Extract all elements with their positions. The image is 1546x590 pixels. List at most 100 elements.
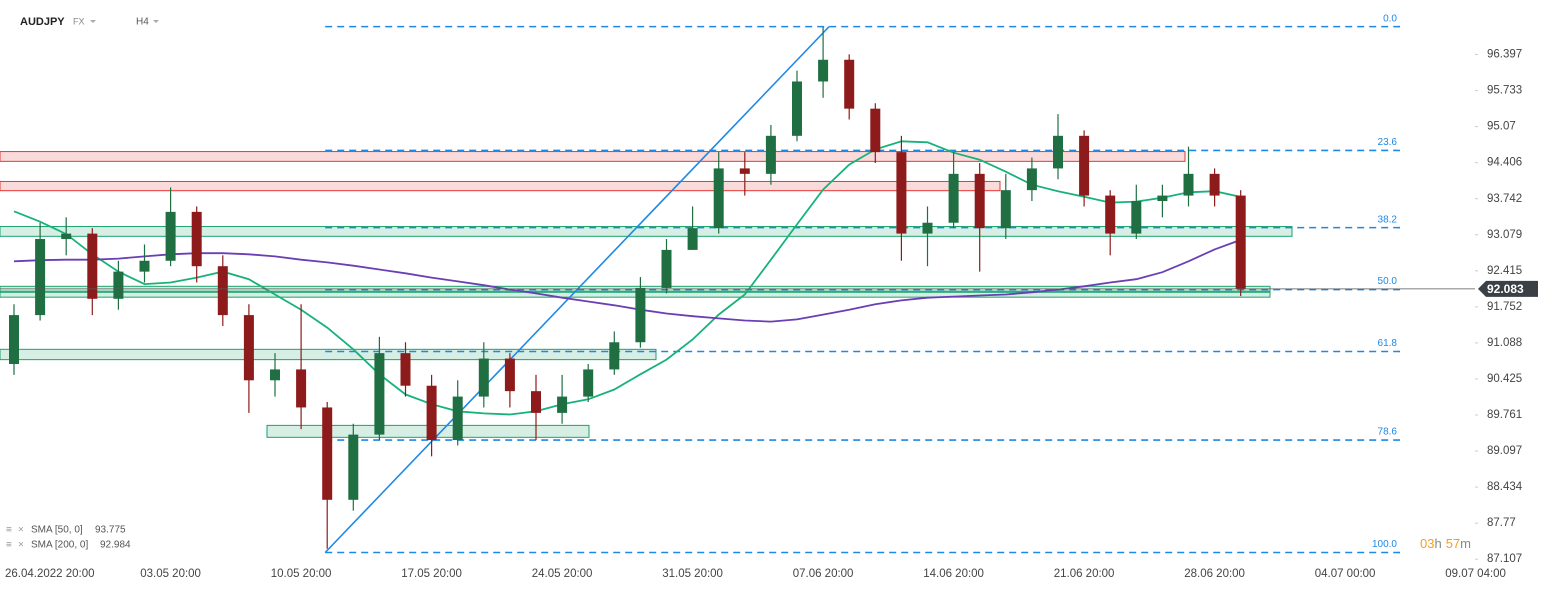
timeframe[interactable]: H4: [136, 17, 149, 28]
candle-body: [478, 358, 489, 397]
legend: ≡ × ≡ × SMA [50, 0] 93.775 SMA [200, 0] 92.…: [6, 525, 131, 551]
countdown-hours: 03: [1420, 536, 1434, 551]
candle-body: [270, 369, 280, 381]
sr-zone: [0, 226, 1293, 237]
fib-label: 0.0: [1383, 13, 1397, 24]
sr-zone: [0, 285, 1271, 293]
candle-body: [583, 369, 594, 397]
sr-zone: [0, 151, 1186, 162]
candle-body: [792, 81, 802, 136]
candle-body: [9, 315, 19, 364]
candle-body: [113, 271, 124, 299]
candle-body: [61, 233, 72, 240]
candle-body: [165, 211, 176, 261]
fib-label: 61.8: [1378, 338, 1398, 349]
candle-body: [348, 434, 359, 500]
candle-body: [1053, 135, 1063, 169]
candle-body: [896, 152, 907, 234]
candle-body: [191, 211, 202, 267]
y-tick-label: 87.107: [1487, 553, 1522, 565]
candle-body: [1026, 168, 1037, 191]
sr-zone: [0, 290, 1271, 298]
axis-layer: 96.397 95.733 95.07 94.406 93.742 93.079 92.41…: [0, 49, 1538, 580]
x-tick-label: 21.06 20:00: [1054, 568, 1115, 580]
candle-body: [609, 342, 620, 370]
y-tick-label: 90.425: [1487, 373, 1522, 385]
candle-body: [739, 168, 750, 174]
y-tick-label: 95.733: [1487, 85, 1522, 97]
x-tick-label: 10.05 20:00: [271, 568, 332, 580]
fib-label: 100.0: [1372, 539, 1397, 550]
legend-value: 92.984: [100, 540, 131, 551]
sr-zone: [0, 180, 1001, 192]
y-tick-label: 95.07: [1487, 121, 1516, 133]
legend-value: 93.775: [95, 525, 126, 536]
candle-body: [139, 260, 150, 272]
fib-label: 23.6: [1378, 137, 1398, 148]
x-tick-label: 14.06 20:00: [923, 568, 984, 580]
y-tick-label: 91.088: [1487, 337, 1522, 349]
fib-label: 38.2: [1378, 214, 1398, 225]
sr-zone: [0, 348, 657, 361]
candle-body: [243, 315, 254, 381]
candle-body: [948, 173, 959, 223]
y-tick-label: 91.752: [1487, 301, 1522, 313]
countdown: 03h 57m: [1420, 536, 1471, 551]
legend-icon[interactable]: ≡: [6, 540, 12, 551]
candle-body: [1131, 201, 1142, 234]
x-tick-label: 26.04.2022 20:00: [5, 568, 95, 580]
y-tick-label: 93.742: [1487, 193, 1522, 205]
candle-body: [870, 108, 881, 153]
candle-body: [1183, 173, 1194, 196]
candle-body: [1079, 135, 1090, 196]
candle-body: [1157, 195, 1168, 202]
candles-layer: [9, 27, 1246, 549]
y-tick-label: 89.761: [1487, 409, 1522, 421]
fib-label: 78.6: [1378, 427, 1398, 438]
candle-body: [452, 396, 463, 441]
legend-label[interactable]: SMA [50, 0]: [31, 525, 83, 536]
candle-body: [661, 249, 672, 288]
legend-icon[interactable]: ≡: [6, 525, 12, 536]
symbol[interactable]: AUDJPY: [20, 16, 65, 28]
zones-layer: [0, 151, 1293, 438]
legend-close[interactable]: ×: [18, 540, 24, 551]
x-tick-label: 24.05 20:00: [532, 568, 593, 580]
x-tick-label: 03.05 20:00: [140, 568, 201, 580]
legend-label[interactable]: SMA [200, 0]: [31, 540, 88, 551]
countdown-unit: m: [1460, 536, 1471, 551]
sma-line: [13, 239, 1242, 323]
y-tick-label: 89.097: [1487, 445, 1522, 457]
dropdown-caret[interactable]: [90, 20, 96, 23]
countdown-minutes: 57: [1446, 536, 1460, 551]
fib-trend: [324, 26, 830, 554]
market[interactable]: FX: [73, 16, 85, 26]
candle-body: [217, 266, 228, 316]
x-tick-label: 09.07 04:00: [1445, 568, 1506, 580]
last-price-label: 92.083: [1487, 282, 1524, 296]
x-tick-label: 31.05 20:00: [662, 568, 723, 580]
y-tick-label: 92.415: [1487, 265, 1522, 277]
candle-body: [35, 239, 46, 316]
dropdown-caret[interactable]: [153, 20, 159, 23]
candle-body: [426, 385, 437, 441]
last-price-box: [1478, 280, 1538, 297]
fib-layer: 0.0 23.6 38.2 50.0 61.8 78.6 100.0: [324, 13, 1400, 554]
y-tick-label: 93.079: [1487, 229, 1522, 241]
candle-body: [531, 391, 541, 413]
candle-body: [296, 369, 307, 408]
legend-close[interactable]: ×: [18, 525, 24, 536]
candle-body: [713, 168, 724, 229]
candle-body: [818, 59, 829, 82]
candle-body: [687, 228, 698, 250]
candle-body: [765, 135, 776, 174]
x-tick-label: 07.06 20:00: [793, 568, 854, 580]
candle-body: [374, 353, 385, 435]
y-tick-label: 87.77: [1487, 517, 1516, 529]
y-tick-label: 94.406: [1487, 157, 1522, 169]
candle-body: [1209, 173, 1220, 196]
countdown-unit: h: [1434, 536, 1441, 551]
candle-body: [635, 287, 646, 343]
x-tick-label: 04.07 00:00: [1315, 568, 1376, 580]
